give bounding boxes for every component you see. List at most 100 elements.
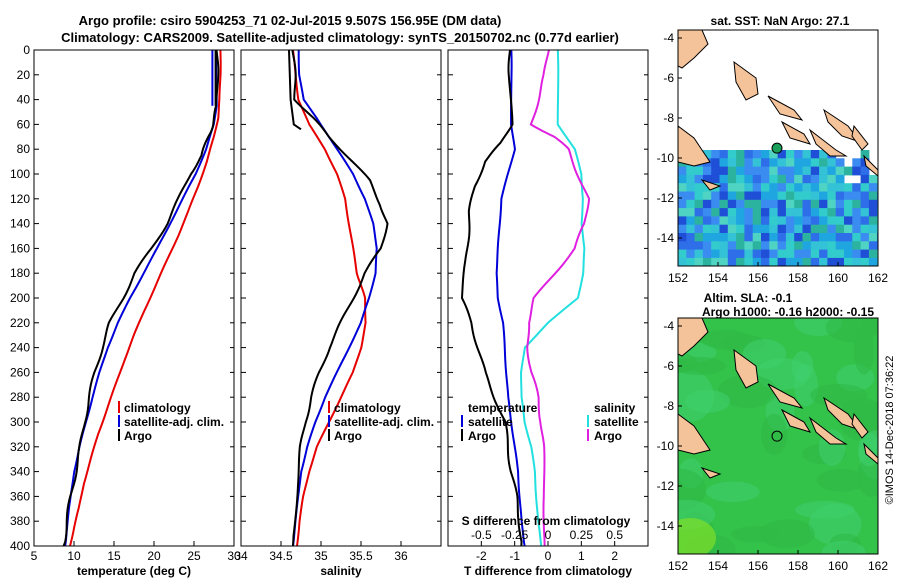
sst-cell <box>819 166 828 176</box>
sst-cell <box>744 191 754 201</box>
sst-cell <box>736 224 745 234</box>
sst-cell <box>702 191 712 201</box>
sst-cell <box>752 199 762 209</box>
sst-cell <box>711 191 720 201</box>
salinity-xlabel: salinity <box>320 564 362 578</box>
sst-cell <box>785 158 795 168</box>
sst-cell <box>719 158 729 168</box>
sst-cell <box>819 158 828 168</box>
sla-blob <box>678 518 716 554</box>
land-mass <box>851 124 869 151</box>
sst-cell <box>868 208 878 217</box>
land-mass <box>823 108 862 143</box>
sst-cell <box>860 241 870 251</box>
sst-cell <box>777 166 787 176</box>
temperature-panel <box>62 50 222 546</box>
x-tick-label: 34 <box>234 549 248 563</box>
sst-cell <box>678 233 687 242</box>
s-diff-tick-label: 0 <box>545 528 552 542</box>
sst-cell <box>719 241 729 251</box>
sst-cell <box>736 183 745 192</box>
sst-cell <box>835 199 845 209</box>
x-tick-label: -2 <box>476 549 487 563</box>
sst-cell <box>777 257 787 266</box>
sst-cell <box>802 257 812 266</box>
sst-cell <box>844 199 853 209</box>
sst-cell <box>827 233 837 242</box>
sst-cell <box>719 233 729 242</box>
sst-cell <box>819 208 828 217</box>
sst-cell <box>686 183 696 192</box>
y-tick-label: 400 <box>10 539 30 553</box>
sst-cell <box>802 224 812 234</box>
sst-cell <box>860 224 870 234</box>
y-tick-label: 100 <box>10 167 30 181</box>
sst-cell <box>794 257 803 266</box>
sst-cell <box>727 183 737 192</box>
x-tick-label: 10 <box>67 549 81 563</box>
y-tick-label: 320 <box>10 440 30 454</box>
sst-cell <box>835 216 845 226</box>
sst-cell <box>844 183 853 192</box>
sst-cell <box>694 191 704 201</box>
x-tick-label: 1 <box>578 549 585 563</box>
y-tick-label: 280 <box>10 390 30 404</box>
sst-cell <box>827 241 837 251</box>
difference-xlabel: T difference from climatology <box>464 564 632 578</box>
sst-cell <box>719 249 729 259</box>
sst-cell <box>810 158 820 168</box>
sst-cell <box>868 257 878 266</box>
sst-cell <box>794 241 803 251</box>
sst-cell <box>702 166 712 176</box>
sst-cell <box>702 208 712 217</box>
s-diff-tick-label: 0.5 <box>606 528 623 542</box>
sst-cell <box>719 208 729 217</box>
sst-cell <box>777 233 787 242</box>
sst-cell <box>868 191 878 201</box>
sst-cell <box>819 224 828 234</box>
sst-cell <box>802 233 812 242</box>
sst-cell <box>835 208 845 217</box>
sst-cell <box>835 158 845 168</box>
sst-cell <box>819 199 828 209</box>
sst-cell <box>761 208 770 217</box>
sst-cell <box>810 199 820 209</box>
sst-cell <box>810 183 820 192</box>
difference-plot-frame <box>447 49 649 547</box>
sst-cell <box>785 257 795 266</box>
sla-map-title-line-2: Argo h1000: -0.16 h2000: -0.15 <box>702 305 874 319</box>
sst-cell <box>769 224 779 234</box>
land-mass <box>678 413 711 455</box>
sla-blob <box>685 389 730 413</box>
sst-cell <box>694 224 704 234</box>
x-tick-label: 34.5 <box>269 549 293 563</box>
sst-cell <box>802 199 812 209</box>
sst-cell <box>752 224 762 234</box>
sst-cell <box>769 150 779 159</box>
sst-cell <box>835 174 845 184</box>
sst-cell <box>678 166 687 176</box>
land-mass <box>823 396 862 431</box>
map-y-tick-label: -10 <box>657 151 675 165</box>
sst-cell <box>777 216 787 226</box>
sst-cell <box>852 191 862 201</box>
map-y-tick-label: -12 <box>657 191 675 205</box>
sla-blob <box>706 481 760 503</box>
sst-cell <box>736 257 745 266</box>
sst-cell <box>752 241 762 251</box>
map-x-tick-label: 162 <box>868 559 888 573</box>
y-tick-label: 300 <box>10 415 30 429</box>
sst-cell <box>877 216 878 226</box>
sst-cell <box>736 150 745 159</box>
sst-cell <box>827 257 837 266</box>
sst-cell <box>785 183 795 192</box>
sst-cell <box>744 158 754 168</box>
sst-cell <box>810 174 820 184</box>
legend-label-satellite: satellite-adj. clim. <box>124 415 224 429</box>
land-mass <box>780 408 812 433</box>
sst-cell <box>835 241 845 251</box>
y-tick-label: 360 <box>10 489 30 503</box>
sst-cell <box>686 191 696 201</box>
sst-cell <box>727 233 737 242</box>
